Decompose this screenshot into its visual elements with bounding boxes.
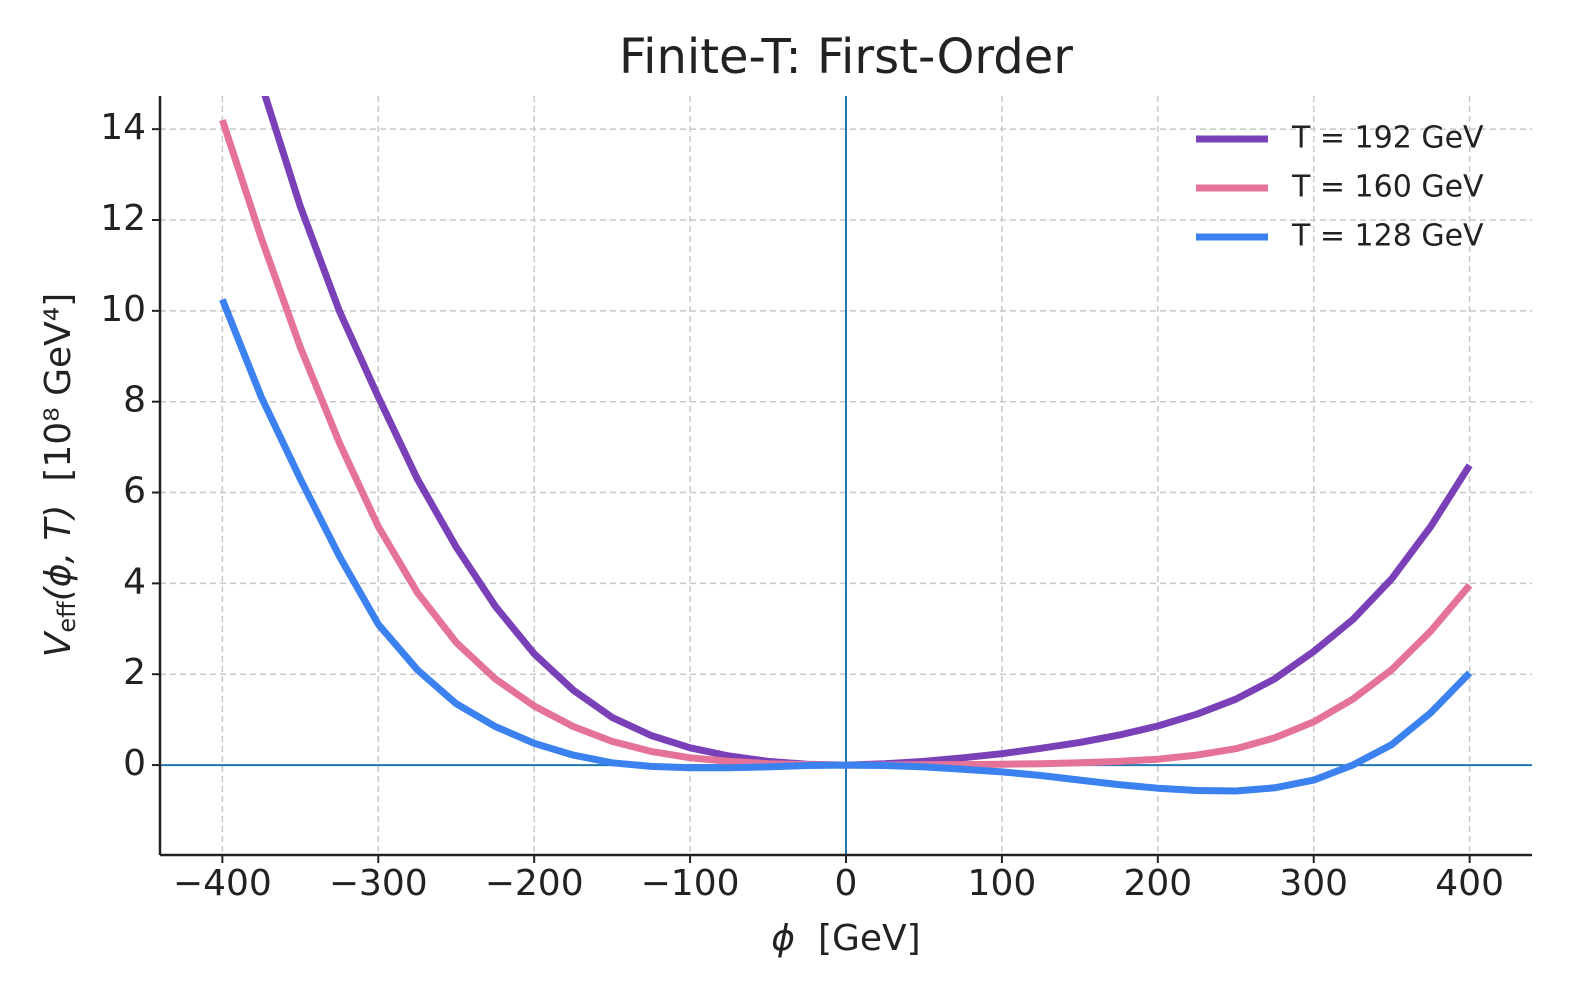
y-tick-label: 2	[123, 652, 146, 693]
legend-label: T = 192 GeV	[1291, 121, 1484, 156]
y-tick-label: 12	[100, 198, 146, 239]
legend-label: T = 160 GeV	[1291, 170, 1484, 205]
x-tick-label: −300	[329, 863, 428, 904]
y-label-subscript: eff	[53, 601, 81, 633]
y-label-symbol: V	[38, 630, 79, 657]
y-label-args: (ϕ, T)	[38, 505, 79, 602]
x-label-space	[795, 918, 818, 959]
y-tick-label: 10	[100, 289, 146, 330]
y-tick-label: 8	[123, 380, 146, 421]
series-line	[219, 298, 1473, 795]
x-tick-label: 100	[968, 863, 1037, 904]
x-tick-label: 400	[1435, 863, 1504, 904]
plot-area	[219, 96, 1473, 795]
y-tick-label: 6	[123, 471, 146, 512]
x-tick-label: −200	[485, 863, 584, 904]
legend: T = 192 GeV T = 160 GeV T = 128 GeV	[1196, 121, 1484, 254]
y-axis-label: Veff(ϕ, T) [10⁸ GeV⁴]	[38, 293, 81, 657]
legend-label: T = 128 GeV	[1291, 219, 1484, 254]
y-tick-label: 0	[123, 743, 146, 784]
y-tick-label: 4	[123, 561, 146, 602]
y-tick-label: 14	[100, 107, 146, 148]
y-label-space	[38, 482, 79, 505]
x-tick-label: −400	[173, 863, 272, 904]
x-tick-label: 300	[1279, 863, 1348, 904]
x-label-symbol: ϕ	[771, 918, 795, 959]
x-tick-label: −100	[641, 863, 740, 904]
x-axis-label: ϕ [GeV]	[771, 918, 920, 959]
y-label-unit: [10⁸ GeV⁴]	[38, 293, 79, 482]
x-tick-label: 0	[835, 863, 858, 904]
x-label-unit: [GeV]	[818, 918, 921, 959]
chart-title: Finite-T: First-Order	[619, 29, 1073, 85]
x-tick-label: 200	[1123, 863, 1192, 904]
